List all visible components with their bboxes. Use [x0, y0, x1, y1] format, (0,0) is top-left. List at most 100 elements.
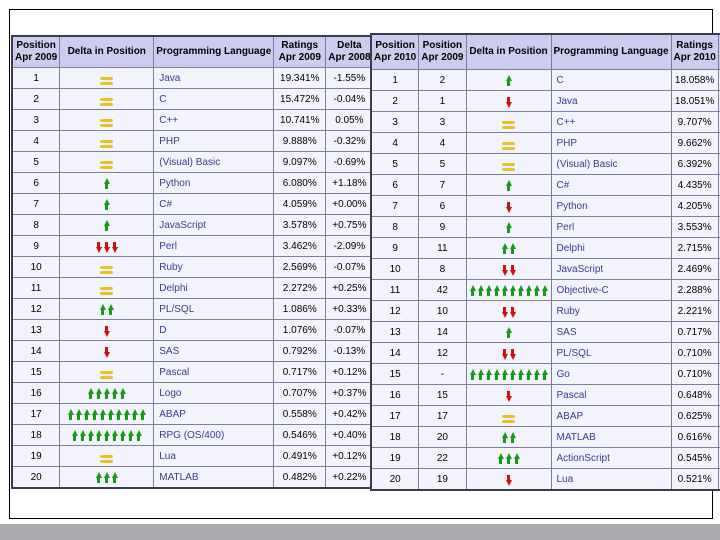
delta-cell: -0.13% [325, 340, 375, 362]
up-arrow-icon [509, 243, 516, 255]
lang-cell: C++ [550, 111, 672, 133]
move-cell [59, 88, 155, 110]
move-cell [59, 424, 155, 446]
pos-cell: 12 [370, 300, 420, 322]
rating-cell: 2.569% [273, 256, 327, 278]
pos-cell: 14 [370, 342, 420, 364]
prev-cell: 3 [418, 111, 467, 133]
move-cell [59, 466, 155, 489]
up-arrow-icon [493, 369, 500, 381]
move-cell [465, 153, 552, 175]
lang-cell: ABAP [550, 405, 672, 427]
prev-cell: - [418, 363, 467, 385]
move-cell [465, 195, 552, 217]
table-row: 17 ABAP 0.558% +0.42% [11, 403, 375, 425]
lang-cell: ActionScript [550, 447, 672, 469]
prev-cell: 1 [418, 90, 467, 112]
move-cell [465, 426, 552, 448]
prev-cell: 22 [418, 447, 467, 469]
up-arrow-icon [103, 178, 110, 190]
move-cell [59, 67, 155, 89]
equal-icon [100, 454, 114, 463]
up-arrow-icon [513, 453, 520, 465]
prev-cell: 8 [418, 258, 467, 280]
up-arrow-icon [99, 304, 106, 316]
lang-cell: Ruby [153, 256, 275, 278]
lang-cell: D [153, 319, 275, 341]
prev-cell: 5 [418, 153, 467, 175]
table-row: 10 Ruby 2.569% -0.07% [11, 256, 375, 278]
up-arrow-icon [115, 409, 122, 421]
move-cell [465, 468, 552, 491]
prev-cell: 12 [418, 342, 467, 364]
column-header-rating: Ratings Apr 2009 [273, 35, 327, 68]
lang-cell: RPG (OS/400) [153, 424, 275, 446]
lang-cell: Perl [153, 235, 275, 257]
up-arrow-icon [509, 285, 516, 297]
move-cell [59, 109, 155, 131]
move-cell [465, 342, 552, 364]
lang-cell: Java [550, 90, 672, 112]
rating-cell: 0.545% [670, 447, 719, 469]
delta-cell: +1.18% [325, 172, 375, 194]
lang-cell: MATLAB [153, 466, 275, 489]
pos-cell: 3 [11, 109, 61, 131]
table-row: 19 Lua 0.491% +0.12% [11, 445, 375, 467]
up-arrow-icon [477, 369, 484, 381]
move-cell [465, 279, 552, 301]
move-cell [465, 405, 552, 427]
table-row: 20 MATLAB 0.482% +0.22% [11, 466, 375, 489]
table-row: 4 PHP 9.888% -0.32% [11, 130, 375, 152]
pos-cell: 1 [11, 67, 61, 89]
table-row: 2 C 15.472% -0.04% [11, 88, 375, 110]
up-arrow-icon [469, 285, 476, 297]
up-arrow-icon [505, 453, 512, 465]
pos-cell: 1 [370, 69, 420, 91]
move-cell [59, 340, 155, 362]
rating-cell: 0.616% [670, 426, 719, 448]
pos-cell: 8 [370, 216, 420, 238]
pos-cell: 6 [11, 172, 61, 194]
up-arrow-icon [469, 369, 476, 381]
pos-cell: 15 [11, 361, 61, 383]
rating-cell: 2.272% [273, 277, 327, 299]
equal-icon [502, 120, 515, 129]
lang-cell: PL/SQL [550, 342, 672, 364]
lang-cell: C++ [153, 109, 275, 131]
prev-cell: 19 [418, 468, 467, 491]
pos-cell: 19 [11, 445, 61, 467]
rating-cell: 19.341% [273, 67, 327, 89]
table-row: 5 (Visual) Basic 9.097% -0.69% [11, 151, 375, 173]
column-header-pos: Position Apr 2010 [370, 33, 420, 70]
lang-cell: Delphi [153, 277, 275, 299]
rating-cell: 2.221% [670, 300, 719, 322]
equal-icon [100, 139, 114, 148]
rating-cell: 3.578% [273, 214, 327, 236]
delta-cell: -0.04% [325, 88, 375, 110]
down-arrow-icon [111, 241, 118, 254]
lang-cell: SAS [153, 340, 275, 362]
move-cell [59, 382, 155, 404]
down-arrow-icon [103, 346, 110, 359]
move-cell [465, 237, 552, 259]
prev-cell: 42 [418, 279, 467, 301]
rating-cell: 0.558% [273, 403, 327, 425]
prev-cell: 4 [418, 132, 467, 154]
delta-cell: +0.12% [325, 445, 375, 467]
rating-cell: 1.076% [273, 319, 327, 341]
pos-cell: 5 [11, 151, 61, 173]
up-arrow-icon [135, 430, 142, 442]
pos-cell: 16 [370, 384, 420, 406]
rating-cell: 0.648% [670, 384, 719, 406]
table-row: 67C#4.435%+0.38%A [370, 174, 720, 196]
up-arrow-icon [127, 430, 134, 442]
lang-cell: Delphi [550, 237, 672, 259]
rating-cell: 4.435% [670, 174, 719, 196]
rating-cell: 9.707% [670, 111, 719, 133]
delta-cell: -0.32% [325, 130, 375, 152]
background-strip [0, 524, 720, 540]
